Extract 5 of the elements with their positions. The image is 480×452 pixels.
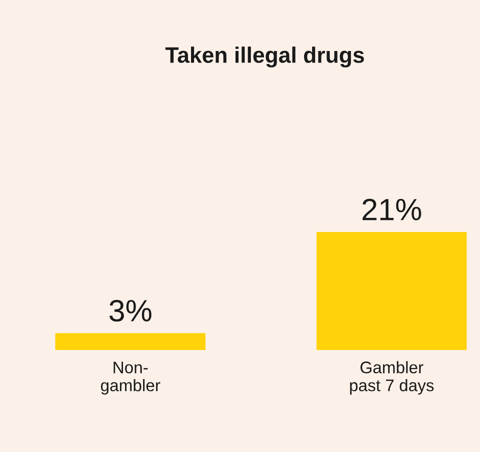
data-label: 21% xyxy=(362,198,422,220)
data-label: 3% xyxy=(109,300,152,322)
x-tick-label: Non- gambler xyxy=(100,362,160,395)
x-tick-label: Gambler past 7 days xyxy=(350,361,434,395)
chart-title: Taken illegal drugs xyxy=(165,46,364,68)
